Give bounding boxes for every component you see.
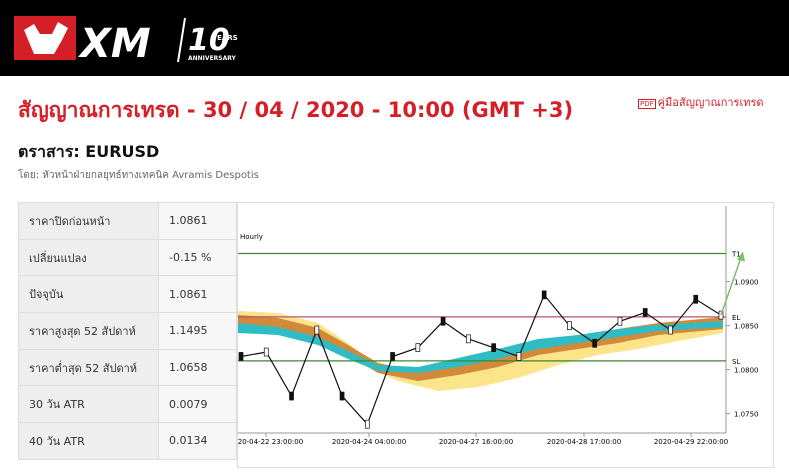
stat-value: 1.0861 [158,202,237,240]
stat-label: เปลี่ยนแปลง [18,238,159,277]
x-tick-label: 2020-04-27 16:00:00 [439,438,513,446]
stats-table: ราคาปิดก่อนหน้า 1.0861 เปลี่ยนแปลง -0.15 % ป… [18,202,237,460]
y-tick-label: 1.0850 [734,323,759,331]
candle [289,391,294,401]
bull-icon [24,22,68,54]
guide-link[interactable]: PDF คู่มือสัญญาณการเทรด [638,96,764,109]
candle [592,338,598,348]
author: โดย: หัวหน้าฝ่ายกลยุทธ์ทางเทคนิค Avramis… [18,170,259,181]
stat-label: 40 วัน ATR [18,422,159,460]
candle [390,352,395,361]
instrument: ตราสาร: EURUSD [18,142,160,161]
logo: XM 10 YEARS ANNIVERSARY [14,16,238,67]
candle [415,343,421,353]
candle [263,347,269,357]
stat-value: -0.15 % [158,238,237,277]
candle [339,391,345,401]
stat-label: ราคาปิดก่อนหน้า [18,202,159,240]
x-tick-label: 2020-04-29 22:00:00 [654,438,728,446]
candle [238,352,244,361]
level-label: EL [732,314,740,322]
candle [693,294,699,304]
guide-link-text[interactable]: คู่มือสัญญาณการเทรด [657,96,764,109]
stat-value: 1.0658 [158,348,237,387]
stat-label: ราคาต่ำสุด 52 สัปดาห์ [18,348,159,387]
arrow-head [737,251,745,262]
table-row: 30 วัน ATR 0.0079 [18,385,237,424]
level-label: T1 [731,251,741,259]
stat-value: 0.0134 [158,422,237,460]
table-row: ปัจจุบัน 1.0861 [18,275,237,314]
candle [364,419,370,429]
y-tick-label: 1.0750 [734,411,759,419]
header: XM 10 YEARS ANNIVERSARY [0,0,789,76]
stat-label: ราคาสูงสุด 52 สัปดาห์ [18,312,159,350]
x-tick-label: 2020-04-28 17:00:00 [547,438,621,446]
candle [617,316,623,326]
stat-value: 1.1495 [158,312,237,350]
table-row: 40 วัน ATR 0.0134 [18,422,237,460]
timeframe: Hourly [240,233,263,241]
stat-label: 30 วัน ATR [18,385,159,424]
candle [668,325,673,335]
logo-text: XM [77,21,151,67]
price-line [240,293,722,426]
candle [516,352,522,361]
y-tick-label: 1.0800 [734,367,759,375]
candle [642,308,648,317]
table-row: ราคาปิดก่อนหน้า 1.0861 [18,202,237,240]
stat-value: 1.0861 [158,275,237,314]
table-row: ราคาต่ำสุด 52 สัปดาห์ 1.0658 [18,348,237,387]
x-tick-label: 2020-04-22 23:00:00 [237,438,303,446]
y-tick-label: 1.0900 [734,279,759,287]
stat-label: ปัจจุบัน [18,275,159,314]
candle [491,343,496,353]
candle [541,290,547,300]
level-label: SL [732,358,740,366]
table-row: เปลี่ยนแปลง -0.15 % [18,238,237,277]
candle [314,325,320,335]
anniversary-word: ANNIVERSARY [188,55,237,62]
chart: Hourly 1.0900 1.0850 1.0800 1.0750 2020-04-22… [237,202,774,468]
anniversary-number: 10 [188,23,230,58]
candle [466,334,471,344]
x-tick-label: 2020-04-24 04:00:00 [332,438,406,446]
stat-value: 0.0079 [158,385,237,424]
table-row: ราคาสูงสุด 52 สัปดาห์ 1.1495 [18,312,237,350]
page-title: สัญญาณการเทรด - 30 / 04 / 2020 - 10:00 (… [18,98,574,122]
candle [567,321,572,331]
candle [440,316,446,326]
target-arrow [720,257,742,316]
anniversary-years: YEARS [211,34,238,42]
